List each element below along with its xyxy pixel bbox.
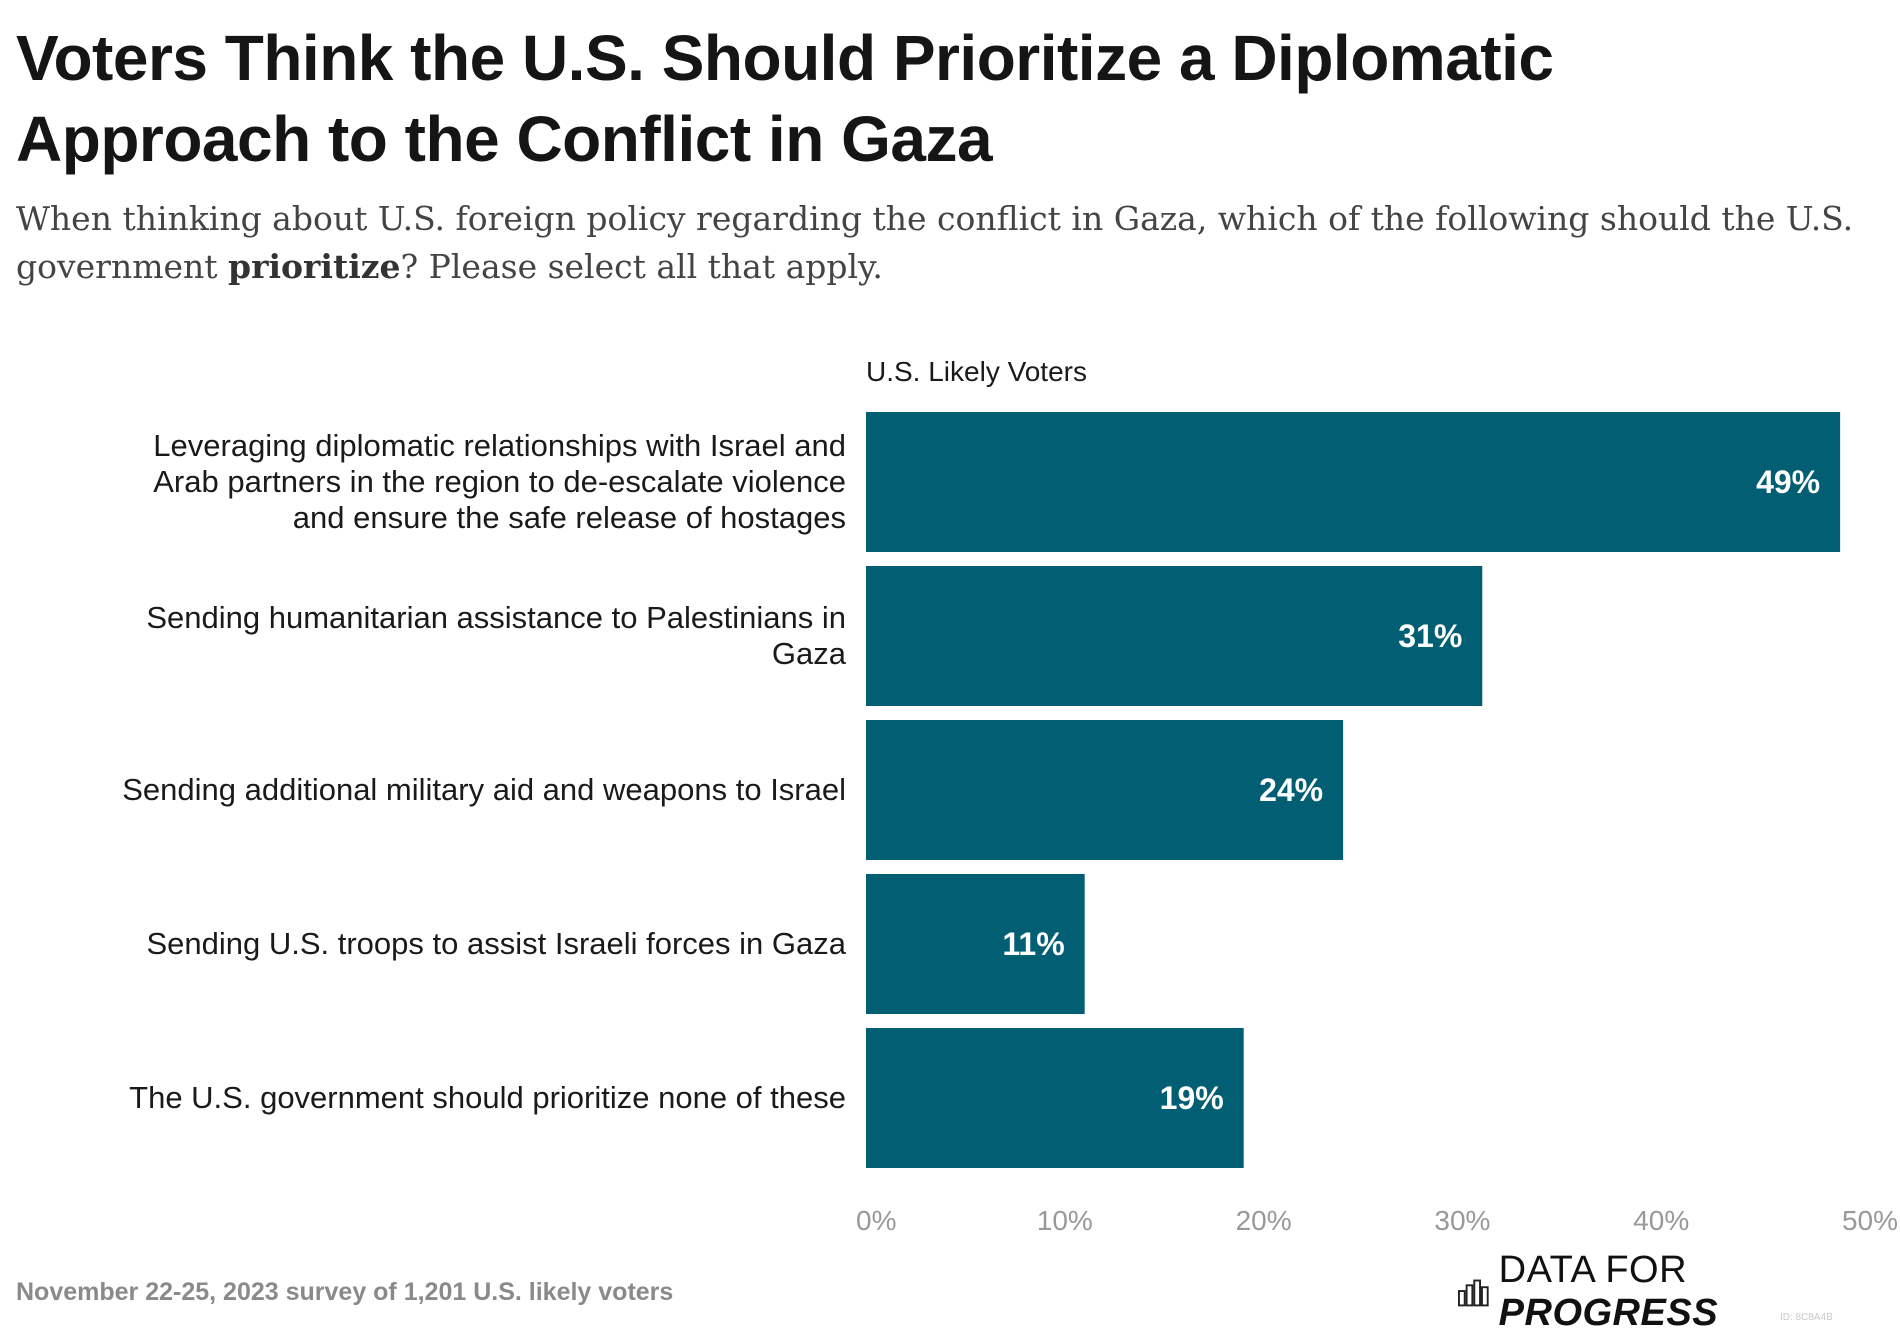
category-label-line: Gaza xyxy=(772,636,847,671)
category-label-line: The U.S. government should prioritize no… xyxy=(129,1080,846,1115)
x-tick-label: 50% xyxy=(1842,1205,1898,1236)
category-label-line: Sending humanitarian assistance to Pales… xyxy=(146,600,846,635)
category-label: The U.S. government should prioritize no… xyxy=(129,1080,846,1115)
bar-value-label: 11% xyxy=(1002,926,1064,962)
bar-2 xyxy=(866,566,1483,706)
subtitle-emphasis: prioritize xyxy=(228,247,401,286)
subtitle-text-after: ? Please select all that apply. xyxy=(400,247,883,286)
category-label: Sending U.S. troops to assist Israeli fo… xyxy=(146,926,846,961)
bar-4 xyxy=(866,874,1085,1014)
bar-value-label: 24% xyxy=(1259,772,1323,808)
category-label-line: Sending additional military aid and weap… xyxy=(122,772,846,807)
brand-logo: DATA FOR PROGRESS xyxy=(1458,1249,1900,1334)
bar-value-label: 19% xyxy=(1160,1080,1224,1116)
category-label-line: Sending U.S. troops to assist Israeli fo… xyxy=(146,926,846,961)
bar-1 xyxy=(866,412,1841,552)
brand-name-bold: PROGRESS xyxy=(1498,1292,1719,1334)
chart-id-watermark: ID: 8C8A4B xyxy=(1780,1312,1833,1323)
bar-chart-logo-icon xyxy=(1458,1279,1489,1307)
bar-5 xyxy=(866,1028,1244,1168)
category-label: Sending additional military aid and weap… xyxy=(122,772,846,807)
x-tick-label: 0% xyxy=(856,1205,896,1236)
brand-name-light: DATA FOR xyxy=(1498,1249,1688,1291)
chart-title: Voters Think the U.S. Should Prioritize … xyxy=(16,22,1554,175)
category-label-line: Leveraging diplomatic relationships with… xyxy=(153,428,846,463)
bar-value-label: 49% xyxy=(1756,464,1820,500)
x-tick-label: 40% xyxy=(1633,1205,1689,1236)
x-tick-label: 30% xyxy=(1434,1205,1490,1236)
category-label: Leveraging diplomatic relationships with… xyxy=(153,428,846,535)
category-label-line: Arab partners in the region to de-escala… xyxy=(153,464,846,499)
brand-name: DATA FOR PROGRESS xyxy=(1499,1249,1900,1335)
x-tick-label: 20% xyxy=(1236,1205,1292,1236)
bar-chart: U.S. Likely Voters 49% Leveraging diplomat… xyxy=(122,356,1898,1236)
category-label-line: and ensure the safe release of hostages xyxy=(293,500,846,535)
bar-value-label: 31% xyxy=(1398,618,1462,654)
x-tick-label: 10% xyxy=(1037,1205,1093,1236)
survey-note: November 22-25, 2023 survey of 1,201 U.S… xyxy=(16,1278,674,1306)
bar-3 xyxy=(866,720,1344,860)
series-label: U.S. Likely Voters xyxy=(866,356,1087,387)
subtitle-text-before: When thinking about U.S. foreign policy … xyxy=(16,199,1854,286)
chart-subtitle: When thinking about U.S. foreign policy … xyxy=(16,195,1876,291)
category-label: Sending humanitarian assistance to Pales… xyxy=(146,600,846,671)
